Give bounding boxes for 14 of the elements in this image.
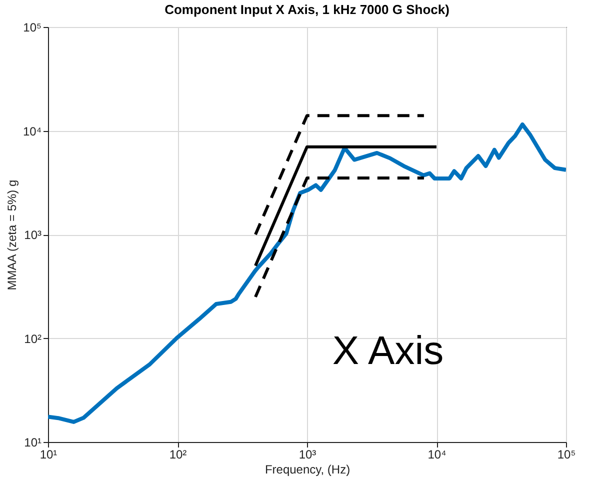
x-tick-label: 10⁵ [557,448,576,462]
x-tick-label: 10³ [298,448,316,462]
y-tick-label: 10³ [24,228,42,242]
y-tick-label: 10¹ [24,436,42,450]
annotation: X Axis [332,329,444,373]
y-tick-label: 10⁴ [22,124,42,138]
chart-title: Component Input X Axis, 1 kHz 7000 G Shock) [164,2,450,17]
x-tick-label: 10² [169,448,187,462]
y-axis-title: MMAA (zeta = 5%) g [4,180,19,290]
x-axis-title: Frequency, (Hz) [264,462,350,476]
x-tick-label: 10¹ [40,448,58,462]
y-tick-label: 10⁵ [23,20,42,34]
y-tick-label: 10² [24,332,42,346]
x-tick-label: 10⁴ [428,448,446,462]
